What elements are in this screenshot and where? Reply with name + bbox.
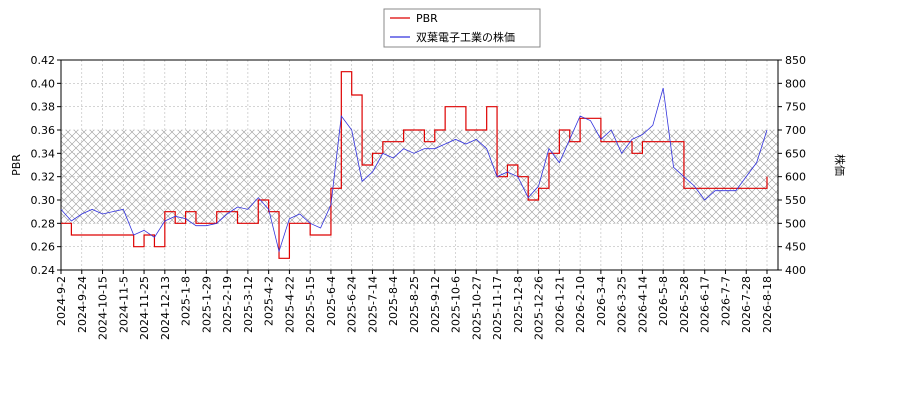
- x-tick-label: 2025-5-15: [304, 276, 317, 333]
- x-tick-label: 2025-8-4: [387, 276, 400, 326]
- y-axis-label: PBR: [10, 154, 23, 176]
- y2-tick-label: 700: [785, 124, 806, 137]
- x-tick-label: 2025-4-2: [263, 276, 276, 326]
- x-tick-label: 2025-3-12: [242, 276, 255, 333]
- x-tick-label: 2026-7-7: [719, 276, 732, 326]
- x-tick-label: 2025-6-4: [325, 276, 338, 326]
- x-tick-label: 2025-8-25: [408, 276, 421, 333]
- y2-tick-label: 450: [785, 241, 806, 254]
- x-tick-label: 2025-10-6: [450, 276, 463, 333]
- x-tick-label: 2026-3-25: [616, 276, 629, 333]
- x-tick-label: 2024-11-25: [138, 276, 151, 340]
- x-tick-label: 2026-5-28: [678, 276, 691, 333]
- x-tick-label: 2025-11-17: [491, 276, 504, 340]
- legend: PBR 双葉電子工業の株価: [383, 8, 541, 48]
- x-tick-label: 2024-10-15: [97, 276, 110, 340]
- y2-tick-label: 500: [785, 217, 806, 230]
- x-tick-label: 2026-5-8: [657, 276, 670, 326]
- y-tick-label: 0.32: [31, 171, 56, 184]
- y2-tick-label: 800: [785, 77, 806, 90]
- y2-tick-label: 550: [785, 194, 806, 207]
- series-line: [61, 71, 768, 259]
- x-tick-label: 2025-7-14: [366, 276, 379, 333]
- x-tick-label: 2025-6-24: [346, 276, 359, 333]
- y-tick-label: 0.24: [31, 264, 56, 277]
- x-tick-label: 2026-4-14: [636, 276, 649, 333]
- series-line: [60, 87, 768, 253]
- legend-box: [383, 8, 541, 48]
- x-tick-label: 2025-4-22: [283, 276, 296, 333]
- y-tick-label: 0.30: [31, 194, 56, 207]
- y-tick-label: 0.34: [31, 147, 56, 160]
- y-tick-label: 0.38: [31, 101, 56, 114]
- y-tick-label: 0.26: [31, 241, 56, 254]
- x-tick-label: 2025-1-29: [200, 276, 213, 333]
- x-tick-label: 2024-9-24: [76, 276, 89, 333]
- x-tick-label: 2026-7-28: [740, 276, 753, 333]
- x-tick-label: 2025-1-8: [180, 276, 193, 326]
- x-tick-label: 2025-2-19: [221, 276, 234, 333]
- x-tick-label: 2026-2-10: [574, 276, 587, 333]
- y2-axis-label: 株価: [833, 154, 847, 176]
- x-tick-label: 2025-12-8: [512, 276, 525, 333]
- y-tick-label: 0.36: [31, 124, 56, 137]
- x-tick-label: 2024-12-13: [159, 276, 172, 340]
- x-tick-label: 2025-9-12: [429, 276, 442, 333]
- y2-tick-label: 600: [785, 171, 806, 184]
- y2-tick-label: 650: [785, 147, 806, 160]
- legend-label: 双葉電子工業の株価: [416, 30, 515, 44]
- y-tick-label: 0.40: [31, 77, 56, 90]
- y2-tick-label: 400: [785, 264, 806, 277]
- x-tick-label: 2024-9-2: [55, 276, 68, 326]
- x-tick-label: 2026-8-18: [761, 276, 774, 333]
- legend-label: PBR: [416, 12, 438, 25]
- x-tick-label: 2026-3-4: [595, 276, 608, 326]
- x-tick-label: 2025-12-26: [533, 276, 546, 340]
- y-tick-label: 0.42: [31, 54, 56, 67]
- y2-tick-label: 750: [785, 101, 806, 114]
- x-tick-label: 2026-1-21: [553, 276, 566, 333]
- x-tick-label: 2026-6-17: [699, 276, 712, 333]
- y2-tick-label: 850: [785, 54, 806, 67]
- y-tick-label: 0.28: [31, 217, 56, 230]
- plot-frame: [60, 59, 779, 271]
- x-tick-label: 2025-10-27: [470, 276, 483, 340]
- x-tick-label: 2024-11-5: [117, 276, 130, 333]
